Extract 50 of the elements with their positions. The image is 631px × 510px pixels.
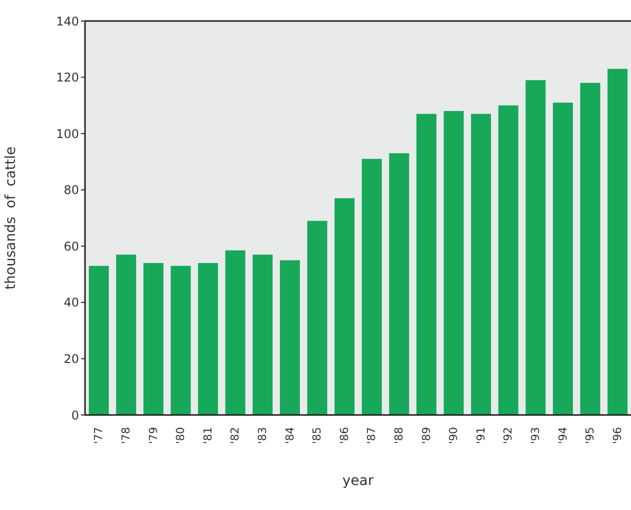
- bar: [580, 82, 600, 415]
- bar: [362, 158, 382, 415]
- bar: [225, 250, 246, 415]
- x-tick-label: '95: [584, 427, 597, 444]
- y-axis-title: thousands of cattle: [2, 146, 19, 290]
- x-tick-label: '85: [310, 427, 324, 444]
- bar: [498, 105, 518, 415]
- bar: [416, 114, 436, 415]
- y-tick-label: 80: [64, 183, 79, 198]
- x-tick-label: '87: [365, 427, 378, 444]
- bar: [307, 220, 328, 415]
- x-tick-label: '89: [420, 427, 433, 444]
- bar: [444, 111, 464, 415]
- y-tick-label: 40: [64, 296, 79, 310]
- y-tick-label: 120: [56, 70, 79, 85]
- x-tick-label: '91: [474, 427, 488, 444]
- x-tick-label: '84: [283, 427, 296, 444]
- bar: [143, 263, 164, 415]
- x-tick-label: '83: [256, 427, 269, 444]
- x-tick-label: '80: [174, 427, 188, 444]
- bar: [552, 102, 573, 415]
- bar: [389, 153, 410, 415]
- y-tick-label: 140: [56, 14, 79, 28]
- x-tick-label: '92: [502, 427, 515, 444]
- x-tick-label: '86: [338, 427, 351, 444]
- bar: [526, 80, 546, 415]
- x-tick-label: '93: [528, 427, 542, 444]
- x-tick-label: '88: [392, 427, 406, 444]
- bar: [608, 68, 628, 415]
- bar: [280, 260, 300, 415]
- bar: [334, 198, 355, 415]
- x-tick-label: '90: [447, 427, 460, 444]
- bar: [198, 263, 218, 415]
- x-axis-title: year: [342, 473, 374, 489]
- x-tick-label: '81: [201, 427, 214, 444]
- x-tick-label: '96: [610, 427, 624, 444]
- bar: [252, 254, 273, 415]
- y-tick-label: 100: [56, 126, 79, 141]
- y-tick-label: 0: [71, 408, 79, 422]
- x-tick-label: '79: [146, 427, 160, 444]
- bar: [170, 266, 191, 415]
- y-tick-label: 20: [64, 352, 79, 366]
- x-tick-label: '78: [119, 427, 132, 444]
- bar: [88, 266, 109, 415]
- x-tick-label: '77: [92, 427, 106, 444]
- bar: [471, 114, 492, 415]
- bar: [116, 254, 136, 415]
- x-tick-label: '94: [556, 427, 570, 444]
- x-tick-label: '82: [228, 427, 242, 444]
- y-tick-label: 60: [64, 239, 79, 254]
